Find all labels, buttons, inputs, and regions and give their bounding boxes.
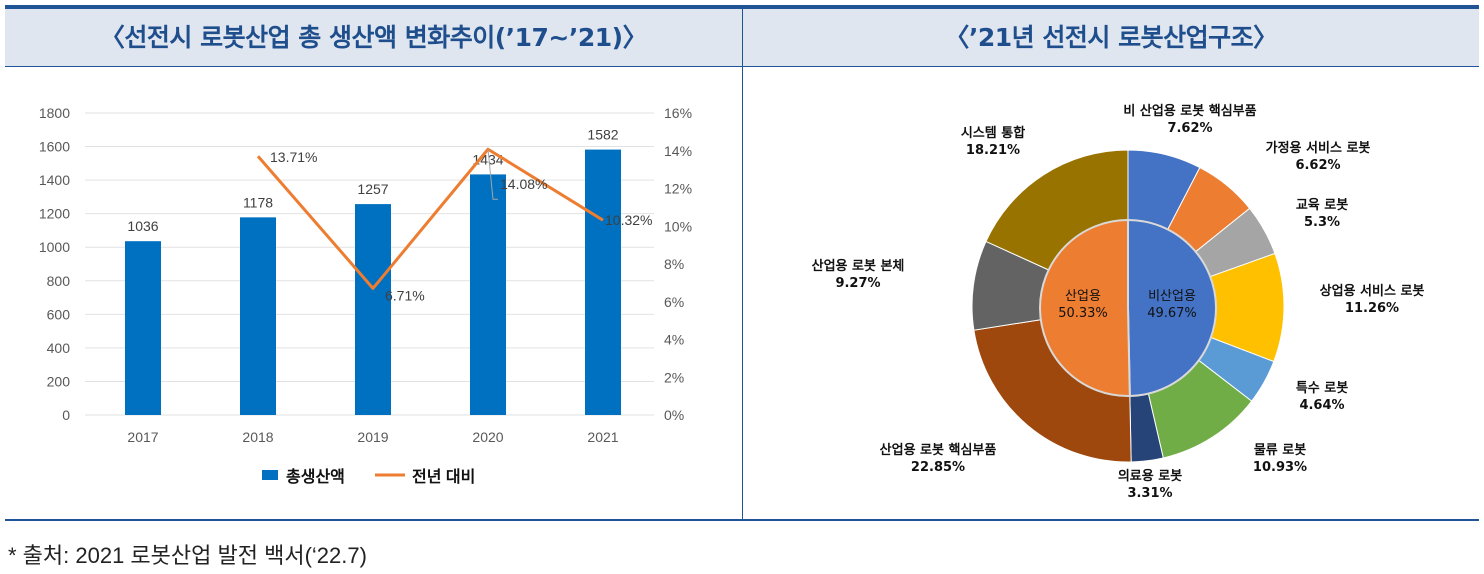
outer-slice-label: 산업용 로봇 핵심부품 22.85%: [880, 442, 997, 476]
outer-slice-label: 특수 로봇 4.64%: [1296, 380, 1348, 414]
slice-value: 10.93%: [1252, 460, 1308, 475]
y-tick-label: 600: [47, 306, 71, 322]
slice-name: 산업용 로봇 본체: [811, 259, 905, 274]
y-tick-label: 200: [47, 373, 71, 389]
bar-2017: [125, 241, 161, 415]
bar-2018: [240, 217, 276, 415]
y-tick-label: 400: [47, 340, 71, 356]
y-tick-label: 1400: [39, 172, 70, 188]
slice-value: 11.26%: [1344, 301, 1400, 316]
y2-tick-label: 16%: [664, 105, 692, 121]
y-tick-label: 1600: [39, 139, 70, 155]
slice-name: 교육 로봇: [1295, 198, 1349, 213]
slice-name: 가정용 서비스 로봇: [1265, 141, 1371, 156]
slice-name: 상업용 서비스 로봇: [1319, 284, 1425, 299]
bottom-rule: [5, 519, 1479, 521]
bar-2021: [585, 149, 621, 415]
y2-tick-label: 6%: [664, 294, 684, 310]
outer-slice-label: 비 산업용 로봇 핵심부품 7.62%: [1123, 103, 1256, 137]
inner-slice-label: 산업용 50.33%: [1058, 288, 1108, 322]
y2-tick-label: 0%: [664, 407, 684, 423]
yoy-value-label: 14.08%: [500, 176, 547, 192]
legend-swatch-bar: [262, 470, 278, 480]
x-tick-label: 2017: [127, 429, 158, 445]
bar-2020: [470, 174, 506, 415]
slice-name: 산업용: [1065, 289, 1101, 304]
yoy-value-label: 10.32%: [605, 212, 652, 228]
y-tick-label: 1000: [39, 239, 70, 255]
outer-slice-label: 의료용 로봇 3.31%: [1118, 468, 1182, 502]
y-tick-label: 0: [62, 407, 70, 423]
yoy-value-label: 6.71%: [385, 287, 425, 303]
outer-slice-label: 상업용 서비스 로봇 11.26%: [1320, 283, 1425, 317]
y2-tick-label: 2%: [664, 369, 684, 385]
y2-tick-label: 8%: [664, 256, 684, 272]
production-combo-chart: 0 200 400 600 800 1000 1200 1400 1600 1800 0% 2% 4% 6…: [39, 105, 692, 486]
bar-value-label: 1257: [357, 181, 388, 197]
yoy-value-label: 13.71%: [270, 149, 317, 165]
slice-name: 비산업용: [1148, 289, 1196, 304]
y2-tick-label: 14%: [664, 143, 692, 159]
y2-tick-label: 10%: [664, 218, 692, 234]
industry-structure-pie: [971, 149, 1285, 463]
outer-slice-label: 가정용 서비스 로봇 6.62%: [1266, 140, 1371, 174]
slice-name: 산업용 로봇 핵심부품: [879, 443, 997, 458]
slice-value: 7.62%: [1167, 121, 1213, 136]
y-tick-label: 1800: [39, 105, 70, 121]
slice-value: 4.64%: [1299, 398, 1345, 413]
slice-value: 6.62%: [1295, 158, 1341, 173]
slice-name: 시스템 통합: [960, 126, 1026, 141]
x-tick-label: 2019: [357, 429, 388, 445]
column-divider: [742, 9, 743, 520]
slice-name: 특수 로봇: [1295, 381, 1349, 396]
outer-slice-label: 교육 로봇 5.3%: [1296, 197, 1348, 231]
y-tick-label: 1200: [39, 206, 70, 222]
slice-name: 비 산업용 로봇 핵심부품: [1123, 104, 1257, 119]
slice-value: 50.33%: [1058, 306, 1108, 321]
x-tick-label: 2018: [242, 429, 273, 445]
inner-slice-label: 비산업용 49.67%: [1147, 288, 1197, 322]
inner-slice: [1127, 218, 1217, 398]
legend-label-line: 전년 대비: [412, 467, 475, 486]
source-note: * 출처: 2021 로봇산업 발전 백서(‘22.7): [8, 543, 367, 568]
leader-line: [487, 149, 498, 200]
y2-tick-label: 12%: [664, 181, 692, 197]
slice-name: 물류 로봇: [1253, 443, 1307, 458]
slice-value: 49.67%: [1147, 306, 1197, 321]
bar-2019: [355, 204, 391, 415]
y-tick-label: 800: [47, 273, 71, 289]
yoy-line: [256, 147, 604, 290]
right-chart-title: 〈’21년 선전시 로봇산업구조〉: [944, 23, 1278, 52]
outer-slice-label: 시스템 통합 18.21%: [961, 125, 1025, 159]
bar-value-label: 1036: [127, 218, 158, 234]
legend-label-bar: 총생산액: [286, 467, 345, 486]
x-tick-label: 2020: [472, 429, 503, 445]
slice-value: 3.31%: [1127, 486, 1173, 501]
left-chart-title: 〈선전시 로봇산업 총 생산액 변화추이(’17~’21)〉: [99, 23, 648, 52]
bar-value-label: 1582: [587, 127, 618, 143]
top-rule: [5, 5, 1479, 9]
slice-value: 18.21%: [965, 143, 1021, 158]
slice-value: 22.85%: [910, 460, 966, 475]
inner-slice: [1039, 218, 1131, 397]
bar-value-label: 1178: [243, 194, 273, 210]
slice-value: 9.27%: [835, 276, 881, 291]
slice-name: 의료용 로봇: [1117, 469, 1183, 484]
slice-value: 5.3%: [1303, 215, 1341, 230]
y2-tick-label: 4%: [664, 332, 684, 348]
outer-slice-label: 산업용 로봇 본체 9.27%: [812, 258, 905, 292]
outer-slice-label: 물류 로봇 10.93%: [1253, 442, 1307, 476]
x-tick-label: 2021: [587, 429, 618, 445]
